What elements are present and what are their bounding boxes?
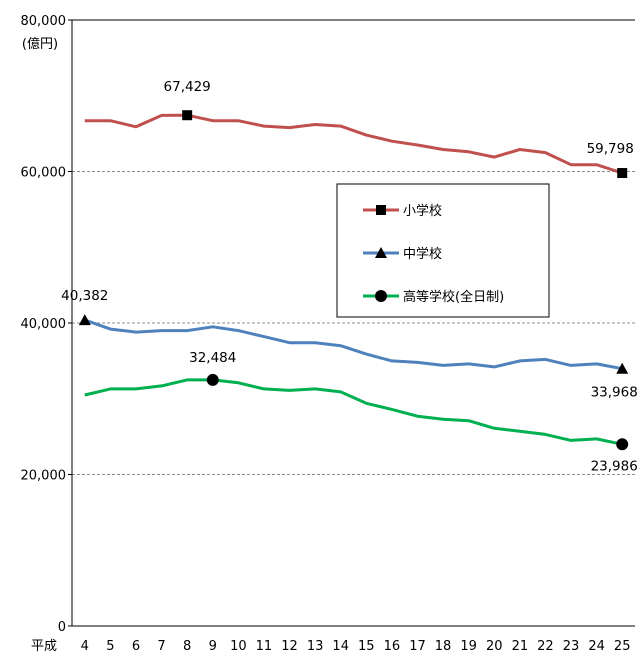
- series-line-2: [84, 378, 623, 446]
- x-axis-prefix-label: 平成: [31, 639, 57, 654]
- y-tick-label: 40,000: [21, 317, 67, 332]
- gridlines: [72, 171, 635, 475]
- x-tick-label: 8: [183, 639, 191, 654]
- x-tick-label: 13: [307, 639, 324, 654]
- data-label: 23,986: [591, 458, 638, 474]
- x-tick-label: 23: [563, 639, 580, 654]
- y-tick-labels: 0 20,000 40,000 60,000 80,000: [21, 14, 67, 635]
- y-tick-label: 0: [58, 620, 66, 635]
- circle-marker: [616, 438, 629, 451]
- y-axis-unit-label: (億円): [22, 36, 58, 52]
- data-label: 33,968: [591, 385, 638, 401]
- y-tick-label: 60,000: [21, 166, 67, 181]
- axes: [68, 19, 635, 627]
- x-tick-label: 9: [209, 639, 217, 654]
- data-label: 67,429: [164, 79, 211, 95]
- series-line-0: [84, 113, 623, 175]
- x-tick-label: 7: [157, 639, 165, 654]
- x-tick-label: 25: [614, 639, 631, 654]
- y-tick-label: 80,000: [21, 14, 67, 29]
- legend-entry: 高等学校(全日制): [403, 289, 504, 305]
- x-tick-label: 17: [409, 639, 426, 654]
- square-marker: [376, 205, 386, 215]
- x-tick-label: 15: [358, 639, 375, 654]
- legend-entry: 中学校: [403, 246, 442, 262]
- y-tick-label: 20,000: [21, 469, 67, 484]
- x-tick-label: 18: [435, 639, 452, 654]
- x-tick-label: 19: [460, 639, 477, 654]
- circle-marker: [375, 290, 387, 302]
- data-label: 32,484: [189, 350, 236, 366]
- x-tick-label: 4: [81, 639, 89, 654]
- x-tick-label: 6: [132, 639, 140, 654]
- series-group: [78, 110, 629, 451]
- x-tick-label: 5: [106, 639, 114, 654]
- series-line-1: [84, 318, 623, 371]
- triangle-marker: [375, 247, 387, 258]
- triangle-marker: [616, 362, 629, 374]
- x-tick-label: 16: [384, 639, 401, 654]
- triangle-marker: [78, 314, 91, 326]
- x-tick-label: 10: [230, 639, 247, 654]
- x-tick-label: 20: [486, 639, 503, 654]
- x-tick-label: 12: [281, 639, 298, 654]
- square-marker: [617, 168, 628, 179]
- legend-entry: 小学校: [403, 203, 442, 219]
- x-tick-label: 21: [512, 639, 529, 654]
- data-label: 59,798: [587, 141, 634, 157]
- x-tick-label: 11: [256, 639, 273, 654]
- data-label: 40,382: [61, 288, 108, 304]
- x-tick-label: 14: [332, 639, 349, 654]
- x-tick-label: 22: [537, 639, 554, 654]
- x-tick-labels: 4 5 6 7 8 9 10 11 12 13 14 15 16 17 18 19 20 21 22 23 24 25: [81, 639, 631, 654]
- circle-marker: [206, 373, 219, 386]
- square-marker: [182, 110, 193, 121]
- data-labels: 67,429 59,798 40,382 33,968 32,484 23,986: [61, 79, 638, 474]
- x-tick-label: 24: [588, 639, 605, 654]
